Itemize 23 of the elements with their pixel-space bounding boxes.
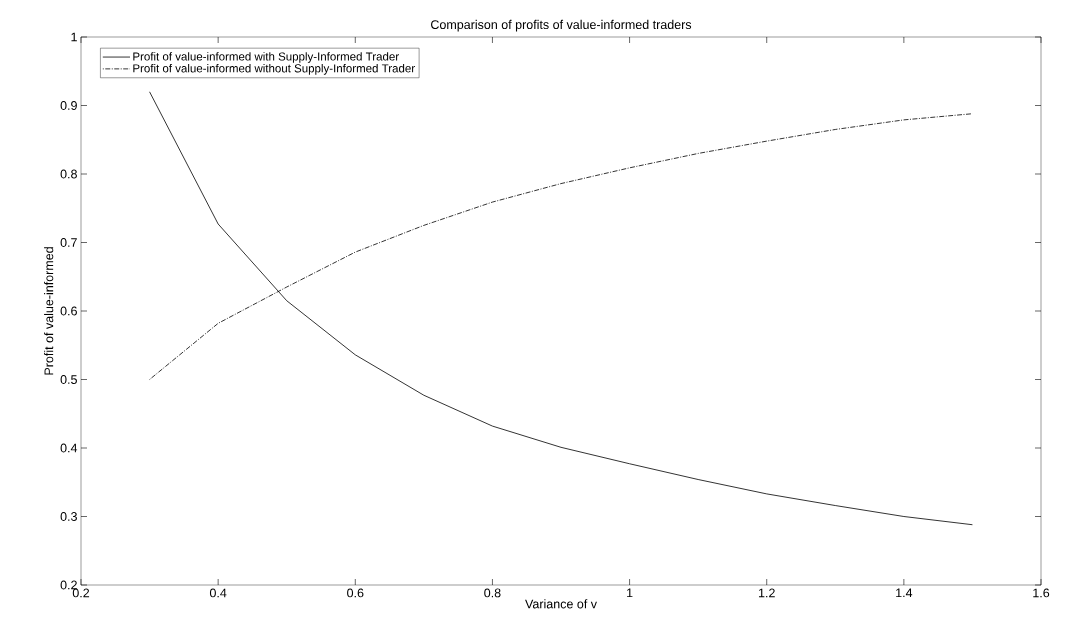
x-axis-title: Variance of v: [525, 599, 597, 609]
y-tick-label: 0.2: [60, 580, 77, 590]
y-axis-title: Profit of value-informed: [44, 247, 54, 375]
x-tick-label: 0.8: [484, 588, 501, 598]
x-tick-label: 1: [627, 588, 633, 598]
y-tick-label: 0.5: [60, 375, 77, 384]
chart-title: Comparison of profits of value-informed traders: [431, 19, 692, 32]
legend-label: Profit of value-informed with Supply-Informed Trader: [133, 52, 399, 63]
x-tick-label: 0.4: [209, 588, 227, 598]
line-series: [149, 91, 973, 526]
x-tick-label: 0.6: [347, 588, 364, 598]
x-tick-label: 0.2: [72, 588, 90, 598]
y-tick-label: 0.8: [60, 169, 77, 179]
y-tick-label: 0.3: [60, 512, 77, 521]
y-tick-label: 0.7: [60, 238, 77, 247]
y-tick-label: 0.6: [60, 306, 77, 316]
y-tick-label: 0.4: [60, 443, 78, 453]
x-tick-label: 1.4: [896, 588, 913, 598]
legend-label: Profit of value-informed without Supply-Informed Trader: [133, 63, 415, 75]
y-tick-label: 0.9: [60, 101, 77, 110]
x-tick-label: 1.2: [758, 588, 775, 598]
x-tick-label: 1.6: [1033, 588, 1050, 598]
y-tick-label: 1: [71, 32, 77, 42]
